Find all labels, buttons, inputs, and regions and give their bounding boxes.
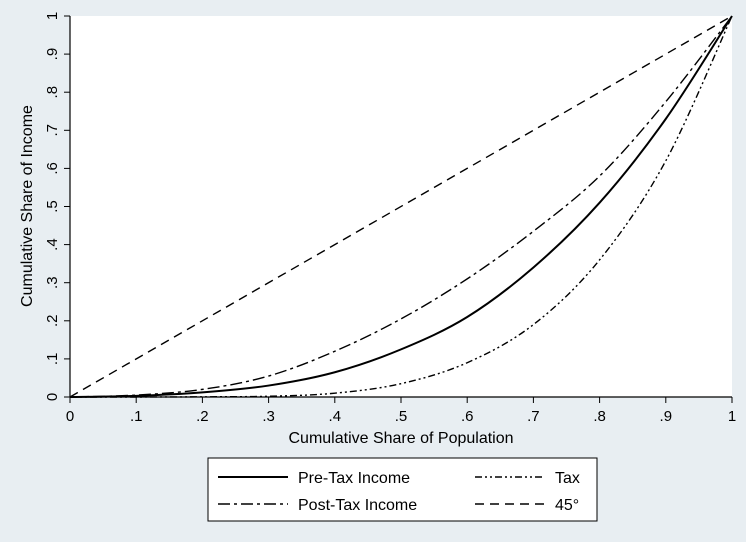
y-tick-label: .7 (44, 124, 61, 137)
y-axis-title: Cumulative Share of Income (19, 105, 36, 307)
y-tick-label: .9 (44, 48, 61, 61)
y-tick-label: .5 (44, 200, 61, 213)
series-line-post-tax-income (69, 15, 733, 398)
y-axis-ticks: 0 .1 .2 .3 .4 .5 .6 .7 .8 .9 1 (44, 12, 70, 401)
x-axis-title: Cumulative Share of Population (288, 430, 513, 447)
x-tick-label: .4 (329, 408, 342, 425)
x-tick-label: 0 (66, 408, 74, 425)
y-tick-label: .1 (44, 353, 61, 366)
x-tick-label: .2 (196, 408, 209, 425)
legend-box (207, 457, 598, 522)
series-line-45deg (69, 15, 733, 398)
y-tick-label: .2 (44, 315, 61, 328)
series-line-pre-tax-income (69, 15, 733, 398)
x-tick-label: .9 (660, 408, 673, 425)
x-tick-label: .5 (395, 408, 408, 425)
y-tick-label: .3 (44, 276, 61, 289)
x-tick-label: .6 (461, 408, 474, 425)
y-tick-label: .4 (44, 238, 61, 251)
legend-label-tax: Tax (555, 470, 580, 487)
y-tick-label: .6 (44, 162, 61, 175)
x-tick-label: .1 (130, 408, 143, 425)
legend-label-pre-tax-income: Pre-Tax Income (298, 470, 410, 487)
x-tick-label: .8 (593, 408, 606, 425)
x-axis-ticks: 0 .1 .2 .3 .4 .5 .6 .7 .8 .9 1 (66, 397, 736, 425)
y-tick-label: 1 (44, 12, 61, 20)
y-tick-label: 0 (44, 393, 61, 401)
x-tick-label: 1 (728, 408, 736, 425)
legend-label-post-tax-income: Post-Tax Income (298, 497, 417, 514)
y-tick-label: .8 (44, 86, 61, 99)
legend-label-45deg: 45° (555, 497, 579, 514)
legend: Pre-Tax Income Post-Tax Income Tax 45° (207, 457, 598, 522)
x-tick-label: .7 (527, 408, 540, 425)
x-tick-label: .3 (262, 408, 275, 425)
